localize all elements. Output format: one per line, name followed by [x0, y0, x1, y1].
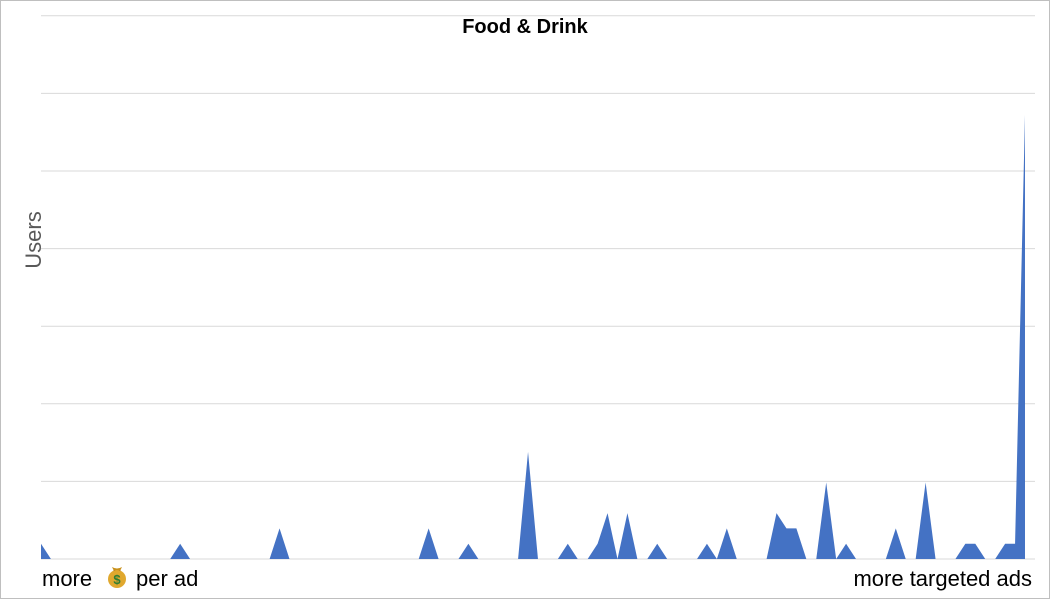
x-axis-label-left: more: [42, 566, 92, 591]
svg-text:$: $: [113, 572, 121, 587]
money-bag-icon: $: [108, 567, 126, 588]
x-axis-label-right: more targeted ads: [853, 566, 1032, 591]
chart-title: Food & Drink: [462, 16, 588, 38]
series-layer: [41, 115, 1025, 559]
series-area-0: [41, 115, 1025, 559]
x-axis-label-left-suffix: per ad: [136, 566, 198, 591]
y-axis-label: Users: [21, 211, 46, 268]
gridlines: [41, 15, 1035, 560]
